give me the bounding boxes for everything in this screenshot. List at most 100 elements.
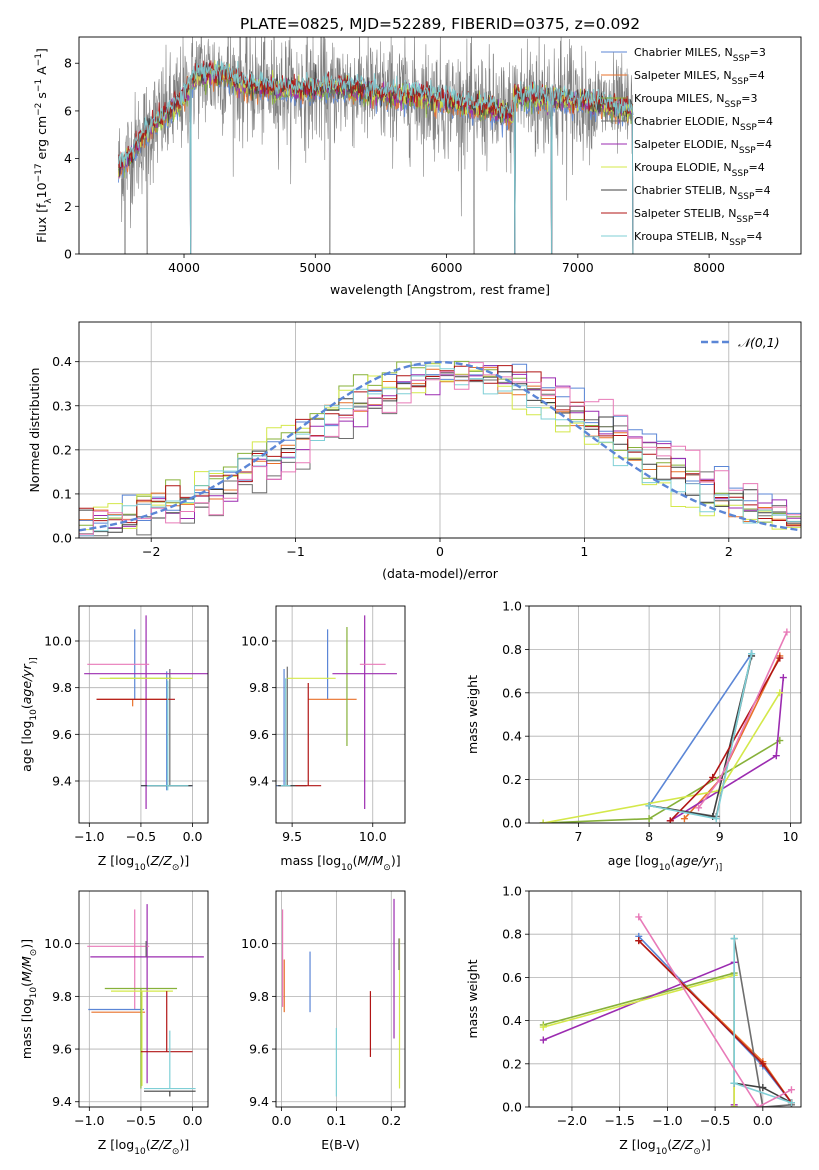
- mass-weight-line: [733, 938, 792, 1107]
- axes-frame: [78, 890, 209, 1108]
- x-tick-label: −1.0: [652, 1113, 682, 1128]
- y-tick-label: 9.6: [52, 727, 72, 742]
- mass-weight-marker: [635, 913, 643, 921]
- axes-frame: [275, 605, 406, 824]
- figure-title: PLATE=0825, MJD=52289, FIBERID=0375, z=0…: [240, 15, 640, 33]
- y-tick-label: 10.0: [241, 634, 269, 649]
- legend-suffix: =4: [754, 184, 770, 197]
- legend-name: Chabrier MILES, N: [634, 46, 733, 59]
- y-axis-label-part: (: [19, 704, 34, 709]
- y-axis-label-part: )]: [19, 939, 34, 949]
- y-tick-label: 0.6: [502, 685, 522, 700]
- y-axis-label-part: )]: [29, 657, 39, 664]
- x-axis-label-part: Z/Z: [150, 853, 173, 868]
- x-tick-label: 6000: [431, 260, 463, 275]
- x-tick-label: 9.5: [282, 829, 302, 844]
- y-tick-label: 9.4: [249, 1094, 269, 1109]
- mass-weight-marker: [776, 689, 784, 697]
- legend-entry: 𝒩(0,1): [738, 335, 780, 350]
- plot-area: [281, 898, 401, 1097]
- legend-subscript: SSP: [724, 100, 741, 110]
- axes-frame: [78, 321, 802, 539]
- x-tick-label: 10.0: [359, 829, 387, 844]
- residuals-histogram-panel: −2 −1 0 1 2 0.0 0.1 0.2 0.3 0.4 (data-model)/error…: [27, 321, 802, 581]
- y-axis-label-part: age [log: [19, 721, 34, 772]
- plot-area: [117, 37, 634, 254]
- y-axis-label-part: (: [19, 982, 34, 987]
- legend-subscript: SSP: [738, 192, 755, 202]
- mass-weight-marker: [759, 1084, 767, 1092]
- legend-entry: Kroupa ELODIE, NSSP=4: [634, 161, 765, 179]
- x-tick-label: 7: [574, 829, 582, 844]
- y-tick-label: 9.6: [52, 1042, 72, 1057]
- y-tick-label: 9.8: [249, 989, 269, 1004]
- x-tick-label: 1: [580, 544, 588, 559]
- y-axis-label: Normed distribution: [27, 368, 42, 493]
- y-tick-label: 9.6: [249, 1042, 269, 1057]
- x-axis-label-part: Z [log: [619, 1137, 655, 1152]
- x-tick-label: 0.0: [183, 1113, 203, 1128]
- x-axis-label-part: 10: [659, 863, 671, 873]
- y-tick-label: 0: [64, 247, 72, 262]
- x-axis-label-part: (: [667, 1137, 672, 1152]
- x-axis-label: age [log10(age/yr)]: [608, 853, 723, 873]
- legend-entry: Chabrier MILES, NSSP=3: [634, 46, 766, 64]
- plot-area: [84, 615, 208, 809]
- y-tick-label: 4: [64, 151, 72, 166]
- legend-suffix: =4: [746, 230, 762, 243]
- mass-weight-marker: [635, 937, 643, 945]
- y-axis-label-part: −1: [34, 53, 44, 66]
- mass-weight-marker: [539, 1023, 547, 1031]
- mass-weight-marker: [645, 802, 653, 810]
- y-axis-label-part: λ: [44, 198, 54, 204]
- y-tick-label: 1.0: [502, 884, 522, 899]
- y-tick-label: 0.3: [52, 398, 72, 413]
- residual-histogram-step: [79, 362, 801, 538]
- x-axis-label-part: 10: [134, 863, 146, 873]
- x-axis-label-part: (: [146, 853, 151, 868]
- observed-spectrum-line: [118, 37, 633, 254]
- y-tick-label: 0.0: [502, 1100, 522, 1115]
- normal-distribution-curve: [79, 360, 801, 532]
- legend: Chabrier MILES, NSSP=3 Salpeter MILES, NS…: [601, 46, 773, 248]
- plot-area: [79, 360, 801, 538]
- mass-weight-marker: [680, 815, 688, 823]
- mass-weight-marker: [695, 804, 703, 812]
- y-axis-label-part: −2: [34, 103, 44, 116]
- axes-frame: [78, 605, 209, 824]
- axes-frame: [528, 890, 802, 1108]
- plot-area: [539, 913, 795, 1107]
- y-tick-label: 9.8: [249, 680, 269, 695]
- x-axis-label-part: )]: [179, 1137, 189, 1152]
- y-tick-label: 0.6: [502, 970, 522, 985]
- mass-weight-marker: [779, 674, 787, 682]
- y-tick-label: 0.2: [502, 772, 522, 787]
- y-axis-label-part: M/M: [19, 956, 34, 982]
- x-axis-label-part: 10: [134, 1147, 146, 1157]
- legend-entry: Salpeter MILES, NSSP=4: [634, 69, 765, 87]
- mass-weight-marker: [730, 935, 738, 943]
- x-axis-label: Z [log10(Z/Z⊙)]: [98, 1137, 189, 1157]
- y-tick-label: 0.4: [502, 729, 522, 744]
- legend-suffix: =4: [756, 138, 772, 151]
- y-tick-label: 0.8: [502, 642, 522, 657]
- legend-subscript: SSP: [729, 238, 746, 248]
- x-axis-label-part: Z [log: [98, 853, 134, 868]
- mass-weight-marker: [539, 1036, 547, 1044]
- y-axis-label-part: −1: [34, 79, 44, 92]
- legend-name: Salpeter ELODIE, N: [634, 138, 739, 151]
- y-axis-label: mass [log10(M/M⊙)]: [19, 939, 39, 1059]
- x-tick-label: −1.0: [74, 829, 104, 844]
- x-axis-label-part: )]: [715, 863, 722, 873]
- mass-weight-marker: [645, 815, 653, 823]
- mass-weight-marker: [772, 752, 780, 760]
- mass-weight-marker: [709, 773, 717, 781]
- x-axis-label-part: ⊙: [172, 1147, 180, 1157]
- x-tick-label: 0.0: [183, 829, 203, 844]
- x-axis-label: wavelength [Angstrom, rest frame]: [330, 282, 550, 297]
- y-axis-label-part: age/yr: [19, 663, 34, 704]
- legend-name: Chabrier ELODIE, N: [634, 115, 740, 128]
- mass-weight-line: [638, 916, 792, 1107]
- x-tick-label: 0: [436, 544, 444, 559]
